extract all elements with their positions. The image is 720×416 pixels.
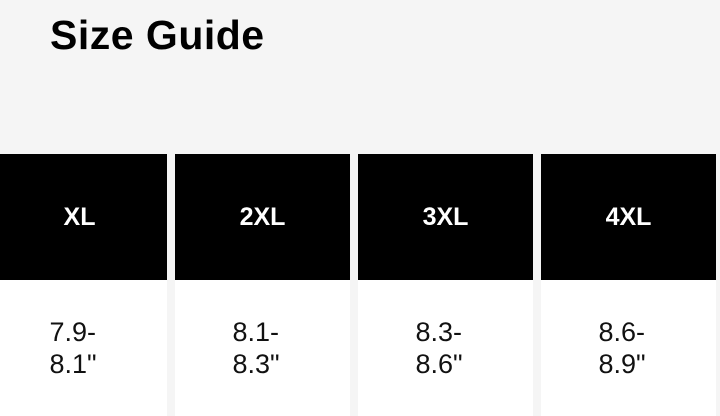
size-value: 7.9- 8.1" xyxy=(0,280,167,416)
size-column-3xl: 3XL 8.3- 8.6" xyxy=(358,154,533,416)
value-line: 8.3- xyxy=(415,317,463,347)
size-header: 2XL xyxy=(175,154,350,280)
value-line: 8.3" xyxy=(232,349,280,379)
value-line: 8.1- xyxy=(232,317,280,347)
page-title: Size Guide xyxy=(50,12,265,58)
size-column-xl: XL 7.9- 8.1" xyxy=(0,154,167,416)
value-line: 8.6" xyxy=(415,349,463,379)
value-line: 8.1" xyxy=(49,349,97,379)
size-value: 8.1- 8.3" xyxy=(175,280,350,416)
size-column-4xl: 4XL 8.6- 8.9" xyxy=(541,154,716,416)
size-value: 8.6- 8.9" xyxy=(541,280,716,416)
value-line: 8.6- xyxy=(598,317,646,347)
value-line: 8.9" xyxy=(598,349,646,379)
size-header: 3XL xyxy=(358,154,533,280)
size-value: 8.3- 8.6" xyxy=(358,280,533,416)
size-header: XL xyxy=(0,154,167,280)
value-line: 7.9- xyxy=(49,317,97,347)
size-column-2xl: 2XL 8.1- 8.3" xyxy=(175,154,350,416)
size-header: 4XL xyxy=(541,154,716,280)
